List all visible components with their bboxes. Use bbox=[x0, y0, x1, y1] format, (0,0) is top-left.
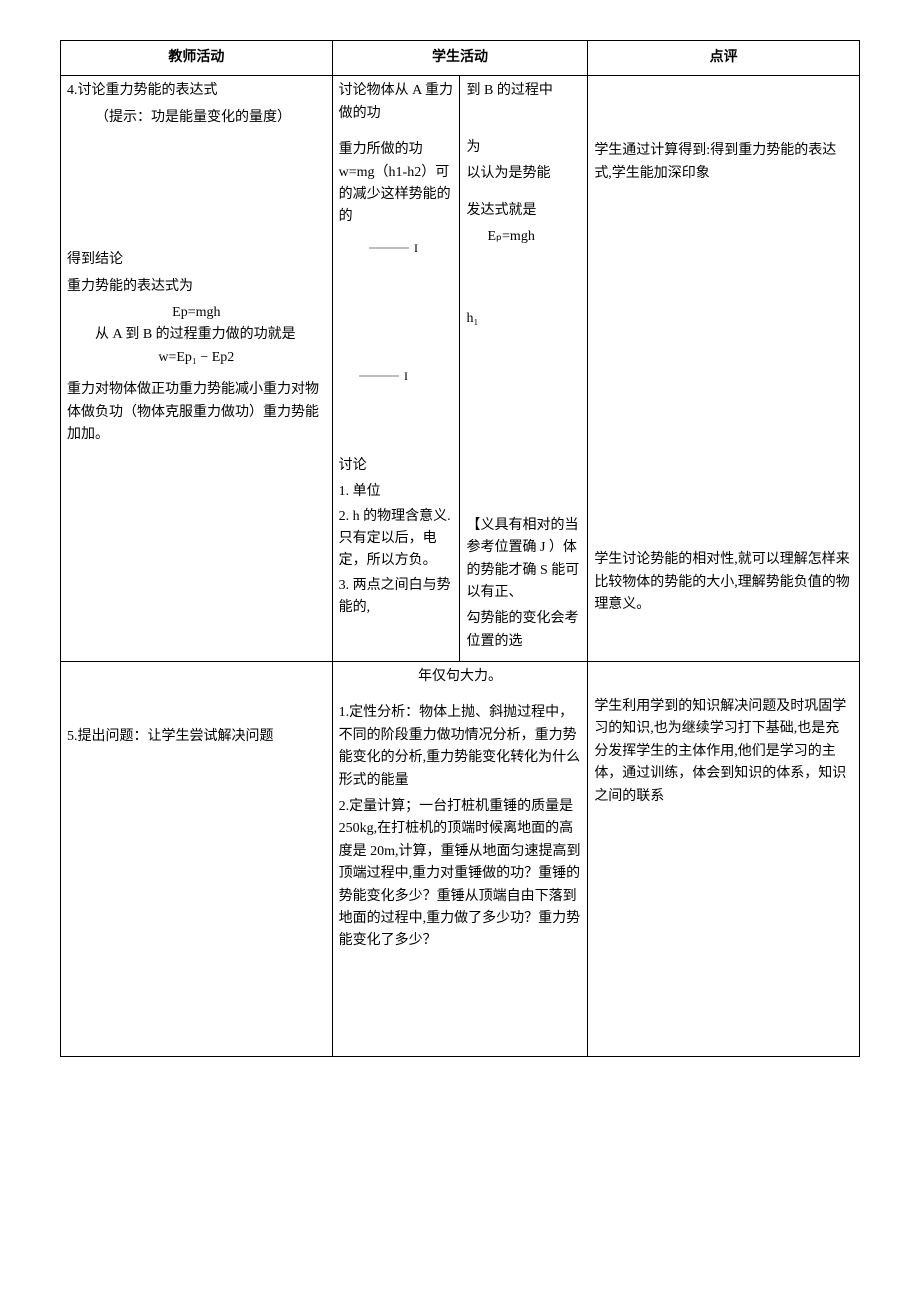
line-mark-icon: I bbox=[339, 233, 429, 263]
text: 重力所做的功 w=mg（h1-h2）可的减少这样势能的的 bbox=[339, 139, 454, 229]
text: 学生通过计算得到:得到重力势能的表达式,学生能加深印象 bbox=[594, 140, 853, 185]
text: 讨论 bbox=[339, 455, 454, 477]
teacher-cell-1: 4.讨论重力势能的表达式 （提示：功是能量变化的量度） 得到结论 重力势能的表达… bbox=[61, 76, 333, 662]
discussion-list: 1. 单位 2. h 的物理含意义. 只有定以后，电定，所以方负。 3. 两点之… bbox=[339, 481, 454, 619]
header-row: 教师活动 学生活动 点评 bbox=[61, 41, 860, 76]
text: 4.讨论重力势能的表达式 bbox=[67, 80, 326, 102]
formula: Ep=mgh bbox=[67, 302, 326, 324]
comment-cell-1: 学生通过计算得到:得到重力势能的表达式,学生能加深印象 学生讨论势能的相对性,就… bbox=[588, 76, 860, 662]
text: 讨论物体从 A 重力做的功 bbox=[339, 80, 454, 125]
header-teacher: 教师活动 bbox=[61, 41, 333, 76]
text: h₁ bbox=[466, 308, 581, 330]
teacher-cell-2: 5.提出问题：让学生尝试解决问题 bbox=[61, 662, 333, 1057]
text: 为 bbox=[466, 137, 581, 159]
text: 勾势能的变化会考位置的选 bbox=[466, 608, 581, 653]
comment-cell-2: 学生利用学到的知识解决问题及时巩固学习的知识,也为继续学习打下基础,也是充分发挥… bbox=[588, 662, 860, 1057]
text: 得到结论 bbox=[67, 249, 326, 271]
lesson-table: 教师活动 学生活动 点评 4.讨论重力势能的表达式 （提示：功是能量变化的量度）… bbox=[60, 40, 860, 1057]
line-mark-icon: I bbox=[339, 361, 429, 391]
text: 5.提出问题：让学生尝试解决问题 bbox=[67, 726, 326, 748]
text: 【义具有相对的当参考位置确 J ）体的势能才确 S 能可以有正、 bbox=[466, 515, 581, 605]
header-comment: 点评 bbox=[588, 41, 860, 76]
text: 学生讨论势能的相对性,就可以理解怎样来比较物体的势能的大小,理解势能负值的物理意… bbox=[594, 549, 853, 616]
table-row: 4.讨论重力势能的表达式 （提示：功是能量变化的量度） 得到结论 重力势能的表达… bbox=[61, 76, 860, 662]
list-item: 3. 两点之间白与势能的, bbox=[339, 575, 454, 620]
student-cell-1b: 到 B 的过程中 为 以认为是势能 发达式就是 Eₚ=mgh h₁ 【义具有相对… bbox=[460, 76, 588, 662]
text: 到 B 的过程中 bbox=[466, 80, 581, 102]
text: 从 A 到 B 的过程重力做的功就是 bbox=[67, 324, 326, 346]
text: 2.定量计算；一台打桩机重锤的质量是 250kg,在打桩机的顶端时候离地面的高度… bbox=[339, 796, 582, 953]
text: 学生利用学到的知识解决问题及时巩固学习的知识,也为继续学习打下基础,也是充分发挥… bbox=[594, 696, 853, 808]
text: 重力势能的表达式为 bbox=[67, 276, 326, 298]
mark-label: I bbox=[414, 241, 418, 255]
text: （提示：功是能量变化的量度） bbox=[67, 107, 326, 129]
formula: Eₚ=mgh bbox=[466, 226, 581, 248]
list-item: 2. h 的物理含意义. 只有定以后，电定，所以方负。 bbox=[339, 506, 454, 573]
student-cell-1a: 讨论物体从 A 重力做的功 重力所做的功 w=mg（h1-h2）可的减少这样势能… bbox=[332, 76, 460, 662]
lesson-plan-page: 教师活动 学生活动 点评 4.讨论重力势能的表达式 （提示：功是能量变化的量度）… bbox=[60, 40, 860, 1057]
text: 发达式就是 bbox=[466, 200, 581, 222]
student-cell-2: 年仅句大力。 1.定性分析：物体上抛、斜抛过程中，不同的阶段重力做功情况分析，重… bbox=[332, 662, 588, 1057]
header-student: 学生活动 bbox=[332, 41, 588, 76]
text: 1.定性分析：物体上抛、斜抛过程中，不同的阶段重力做功情况分析，重力势能变化的分… bbox=[339, 702, 582, 792]
formula: w=Ep₁ − Ep2 bbox=[67, 347, 326, 369]
text: 年仅句大力。 bbox=[339, 666, 582, 688]
mark-label: I bbox=[404, 369, 408, 383]
table-row: 5.提出问题：让学生尝试解决问题 年仅句大力。 1.定性分析：物体上抛、斜抛过程… bbox=[61, 662, 860, 1057]
text: 以认为是势能 bbox=[466, 163, 581, 185]
list-item: 1. 单位 bbox=[339, 481, 454, 503]
text: 重力对物体做正功重力势能减小重力对物体做负功（物体克服重力做功）重力势能加加。 bbox=[67, 379, 326, 446]
text: 2. h 的物理含意义. 只有定以后，电定，所以方负。 bbox=[339, 509, 451, 569]
